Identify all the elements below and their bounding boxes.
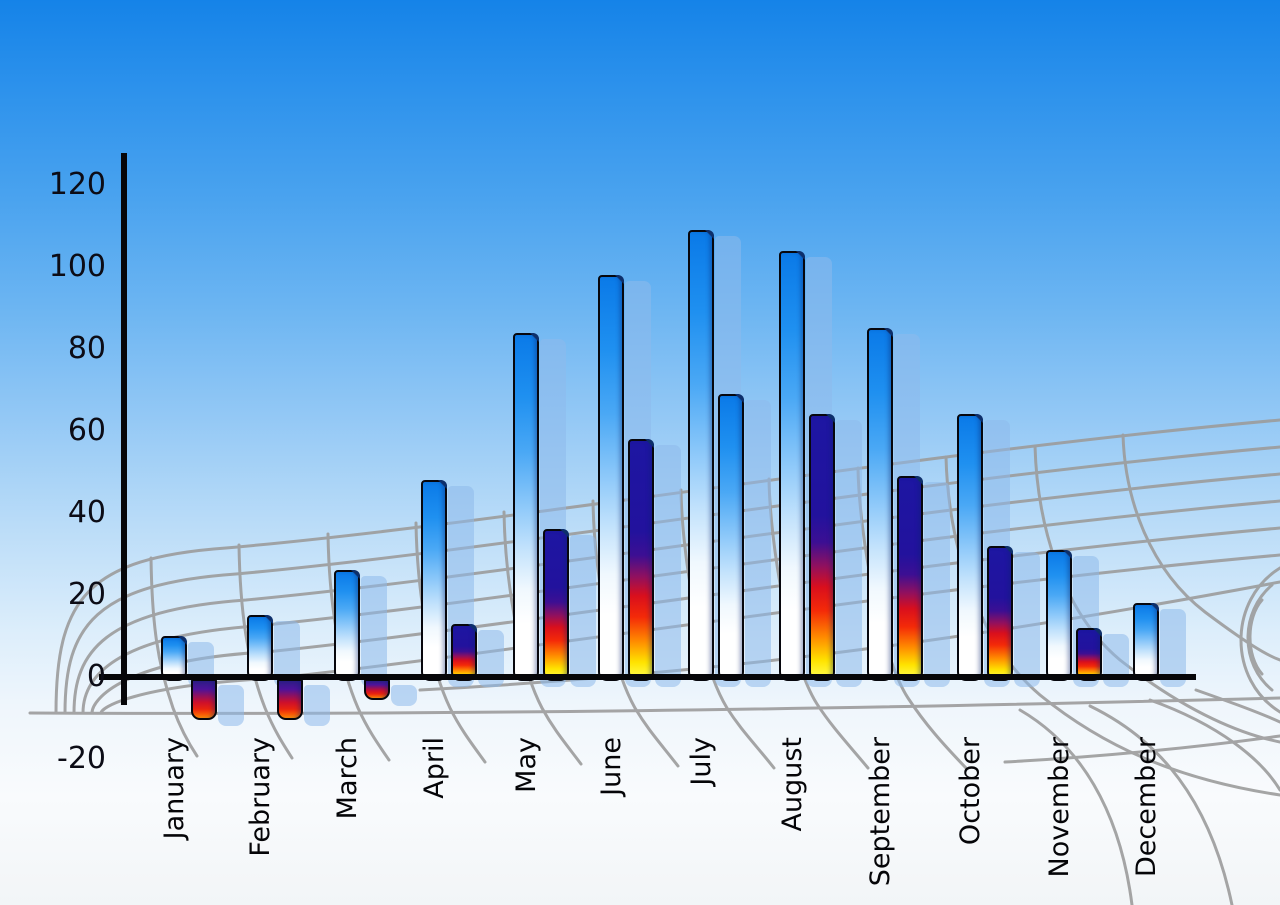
x-tick-label-november: November [1044,737,1075,878]
bar-march-series2 [364,679,390,700]
grid-line [326,532,391,762]
y-tick-label-80: 80 [67,331,106,366]
bar-september-series2 [897,476,923,681]
y-tick-label-120: 120 [48,167,106,202]
bar-january-series2 [191,679,217,720]
grid-line [502,510,583,766]
bar-april-series2 [451,624,477,681]
bar-february-series2 [277,679,303,720]
grid-line [1194,688,1280,724]
x-axis-zero-line [99,674,1196,680]
bar-october-series1 [957,414,983,681]
x-tick-label-july: July [686,737,717,786]
bar-november-series1 [1046,550,1072,681]
grid-line [679,488,776,770]
bar-october-series2 [987,546,1013,681]
y-tick-label--20: -20 [57,741,106,776]
grid-line [1121,433,1280,662]
bar-march-series1 [334,570,360,681]
bar-may-series2-shadow [570,535,596,687]
grid-arc [1246,583,1274,692]
bar-october-series2-shadow [1014,552,1040,687]
grid-line [149,556,199,758]
x-tick-label-may: May [511,737,542,793]
bar-august-series1 [779,251,805,681]
bar-march-series1-shadow [361,576,387,687]
y-axis-line [121,153,127,705]
grid-line [414,521,487,764]
bar-february-series2-shadow [304,685,330,726]
bar-august-series2-shadow [836,420,862,687]
bar-january-series2-shadow [218,685,244,726]
x-tick-label-march: March [332,737,363,820]
x-tick-label-april: April [419,737,450,799]
bar-august-series2 [809,414,835,681]
bar-september-series2-shadow [924,482,950,687]
y-tick-label-100: 100 [48,249,106,284]
grid-line [1018,708,1134,905]
y-tick-label-20: 20 [67,577,106,612]
bar-july-series2 [718,394,744,681]
grid-arc [1239,566,1280,714]
x-tick-label-september: September [865,737,896,887]
y-tick-label-60: 60 [67,413,106,448]
y-tick-label-40: 40 [67,495,106,530]
grid-arc [1248,598,1264,676]
bar-july-series2-shadow [745,400,771,687]
bar-november-series2 [1076,628,1102,681]
bar-june-series1 [598,275,624,681]
grid-line [1003,734,1280,764]
bar-july-series1 [688,230,714,681]
grid-line [237,543,294,760]
x-tick-label-january: January [159,737,190,840]
bar-march-series2-shadow [391,685,417,706]
grid-line [944,455,1280,797]
grid-line [1088,704,1234,905]
bar-june-series2 [628,439,654,681]
y-tick-label-0: 0 [86,659,106,694]
bar-december-series1 [1133,603,1159,681]
grid-line [591,499,680,768]
bar-june-series2-shadow [655,445,681,687]
x-tick-label-august: August [777,737,808,832]
bar-january-series1 [161,636,187,681]
bar-may-series2 [543,529,569,681]
bar-september-series1 [867,328,893,681]
bar-april-series1 [421,480,447,681]
bar-may-series1 [513,333,539,681]
grid-line [1148,698,1280,792]
x-tick-label-october: October [955,737,986,846]
x-tick-label-february: February [245,737,276,857]
x-tick-label-december: December [1131,737,1162,878]
grid-line [767,477,870,770]
bar-february-series1 [247,615,273,681]
x-tick-label-june: June [596,737,627,796]
